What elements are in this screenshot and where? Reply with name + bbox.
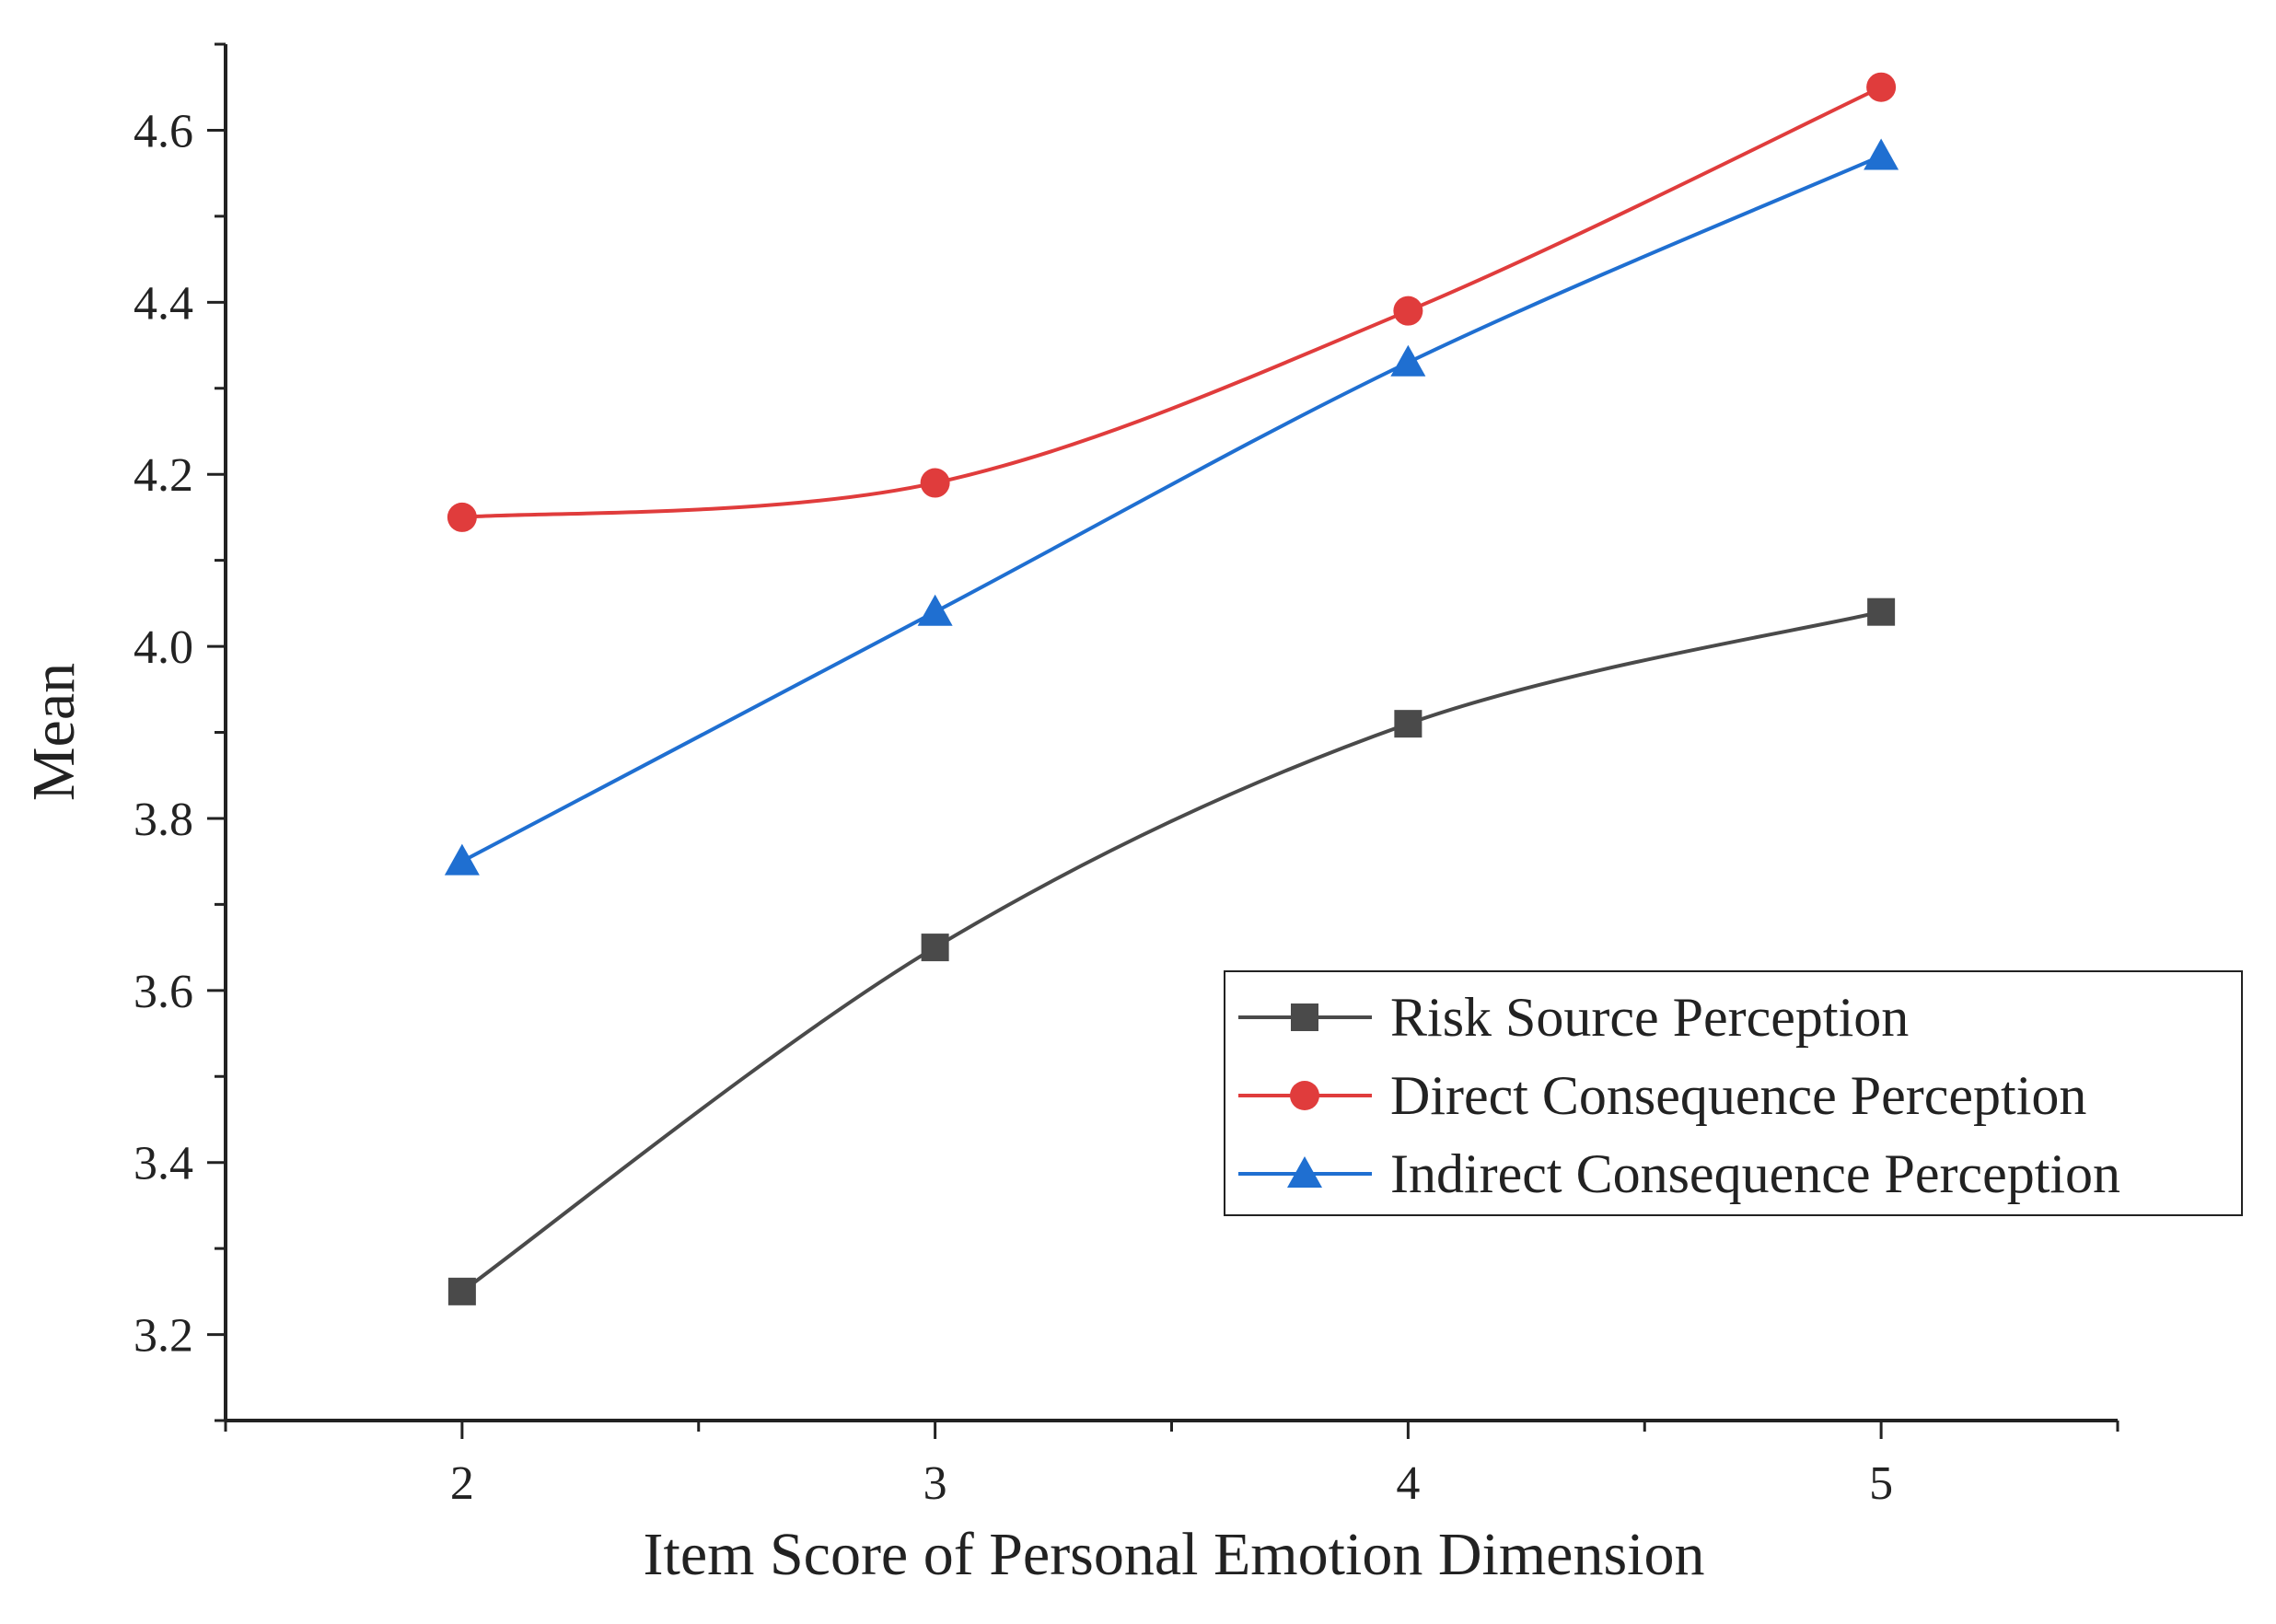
legend-item: Risk Source Perception [1238,987,1909,1048]
y-tick-label: 4.2 [134,449,193,502]
legend-label: Direct Consequence Perception [1390,1065,2086,1126]
legend-item: Indirect Consequence Perception [1238,1143,2120,1204]
legend-marker [1291,1003,1318,1031]
data-point [1393,296,1423,326]
legend-label: Risk Source Perception [1390,987,1909,1048]
series-line [460,154,1882,864]
data-point [1864,138,1899,170]
data-point [447,1277,476,1305]
x-tick-label: 4 [1396,1457,1420,1510]
x-tick-label: 5 [1869,1457,1893,1510]
data-point [917,594,953,626]
legend-marker [1290,1081,1319,1110]
series-triangle [444,138,1899,876]
legend: Risk Source Perception Direct Consequence… [1224,970,2243,1216]
series-square [447,597,1896,1305]
y-tick-label: 3.2 [134,1310,193,1363]
data-point [920,468,950,498]
x-tick-label: 3 [923,1457,947,1510]
data-point [921,934,949,962]
y-axis-title: Mean [20,663,87,801]
legend-marker [1287,1156,1322,1188]
y-tick-label: 4.4 [134,277,193,330]
legend-box [1224,970,2243,1216]
data-point [1390,344,1426,377]
x-axis-title: Item Score of Personal Emotion Dimension [644,1521,1705,1588]
y-tick-label: 4.0 [134,621,193,674]
data-point [444,843,480,876]
series-circle [447,72,1897,532]
data-point [1394,710,1422,738]
y-tick-label: 3.4 [134,1138,193,1190]
data-point [1866,72,1897,102]
legend-item: Direct Consequence Perception [1238,1065,2086,1126]
series-line [461,85,1882,519]
axes: 2 3 4 5 3.2 3.4 3.6 3.8 4.0 4.2 4.4 4.6 [134,42,2119,1510]
data-point [447,502,477,532]
legend-label: Indirect Consequence Perception [1390,1143,2120,1204]
series-line [460,609,1882,1293]
y-tick-label: 4.6 [134,105,193,157]
x-tick-label: 2 [450,1457,474,1510]
y-tick-label: 3.6 [134,966,193,1018]
series-layer [444,72,1899,1305]
y-tick-label: 3.8 [134,794,193,846]
data-point [1867,597,1896,626]
